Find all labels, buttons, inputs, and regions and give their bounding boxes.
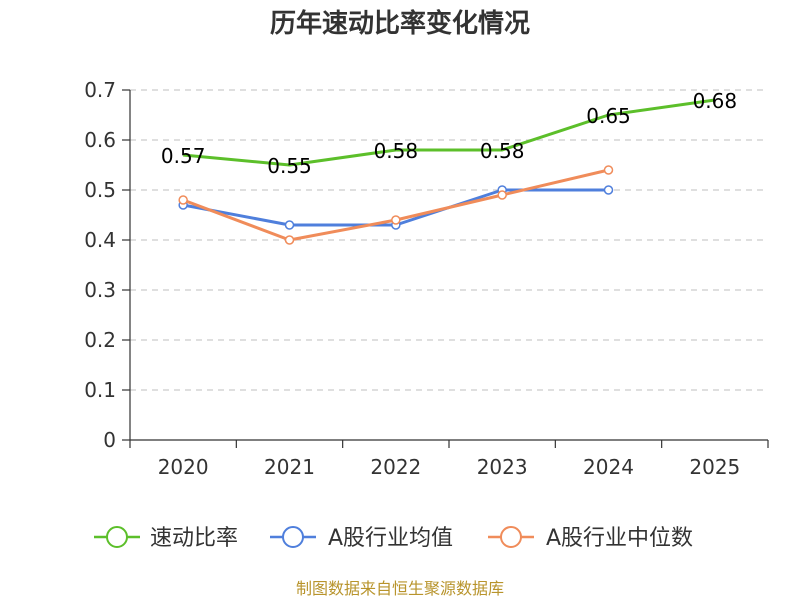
y-tick-label: 0.7 [84,78,116,102]
y-tick-label: 0.2 [84,328,116,352]
series-marker-2 [497,190,507,200]
y-tick-label: 0.6 [84,128,116,152]
legend-marker [500,526,522,548]
legend: 速动比率 A股行业均值 A股行业中位数 [94,526,693,551]
legend-marker [106,526,128,548]
series-marker-2 [603,165,614,175]
data-label: 0.57 [161,144,206,168]
x-tick-label: 2023 [477,455,528,479]
data-label: 0.65 [586,104,631,128]
data-label: 0.58 [480,139,525,163]
y-tick-label: 0.1 [84,378,116,402]
x-tick-label: 2022 [370,455,421,479]
series-marker-1 [284,220,295,230]
data-label-layer: 0.57 0.55 0.58 0.58 0.65 0.68 [161,89,737,178]
x-tick-label: 2021 [264,455,315,479]
axis-layer: 0 0.1 0.2 0.3 0.4 0.5 0.6 0.7 2020 2021 2022 2023 20… [84,78,769,479]
legend-label: 速动比率 [150,526,238,551]
data-label: 0.68 [693,89,738,113]
series-marker-1 [603,185,614,195]
x-tick-label: 2024 [583,455,634,479]
series-layer [178,98,716,245]
source-note: 制图数据来自恒生聚源数据库 [296,579,504,598]
x-tick-label: 2020 [158,455,209,479]
legend-marker [282,526,304,548]
data-label: 0.55 [267,154,312,178]
y-tick-label: 0.5 [84,178,116,202]
y-tick-label: 0 [103,428,116,452]
chart-title: 历年速动比率变化情况 [270,8,530,39]
y-tick-label: 0.3 [84,278,116,302]
legend-label: A股行业中位数 [546,526,693,551]
data-label: 0.58 [374,139,419,163]
legend-label: A股行业均值 [328,526,453,551]
series-marker-2 [284,235,295,245]
y-tick-label: 0.4 [84,228,116,252]
series-marker-2 [178,195,188,205]
series-marker-2 [391,215,401,225]
grid-layer [130,89,768,391]
series-line-0 [183,98,716,167]
x-tick-label: 2025 [689,455,740,479]
